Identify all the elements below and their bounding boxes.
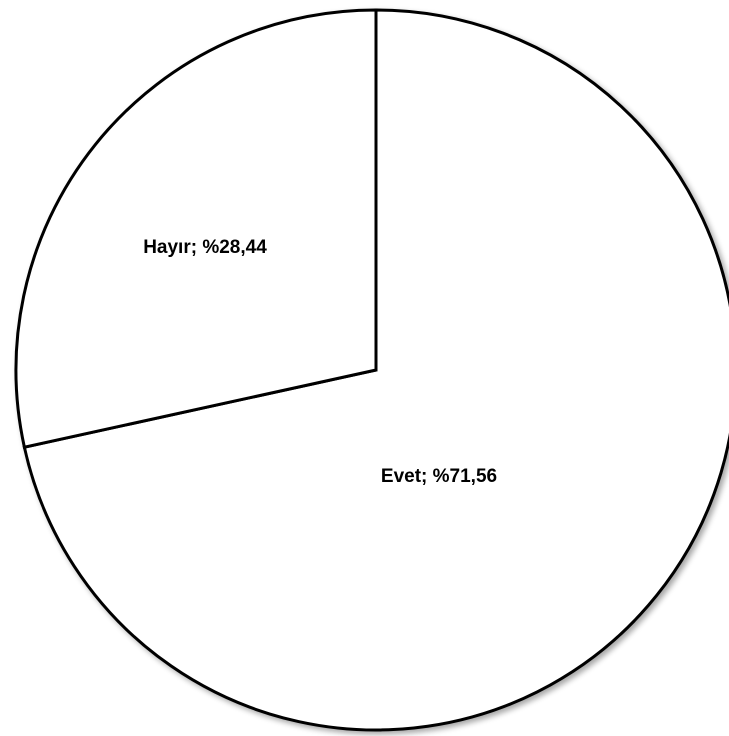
pie-slices [14,8,729,732]
pie-labels: Evet; %71,56 Hayır; %28,44 [143,237,497,487]
pie-slice-hayır [14,8,378,449]
pie-label-hayır: Hayır; %28,44 [143,237,267,258]
pie-label-evet: Evet; %71,56 [381,466,497,487]
